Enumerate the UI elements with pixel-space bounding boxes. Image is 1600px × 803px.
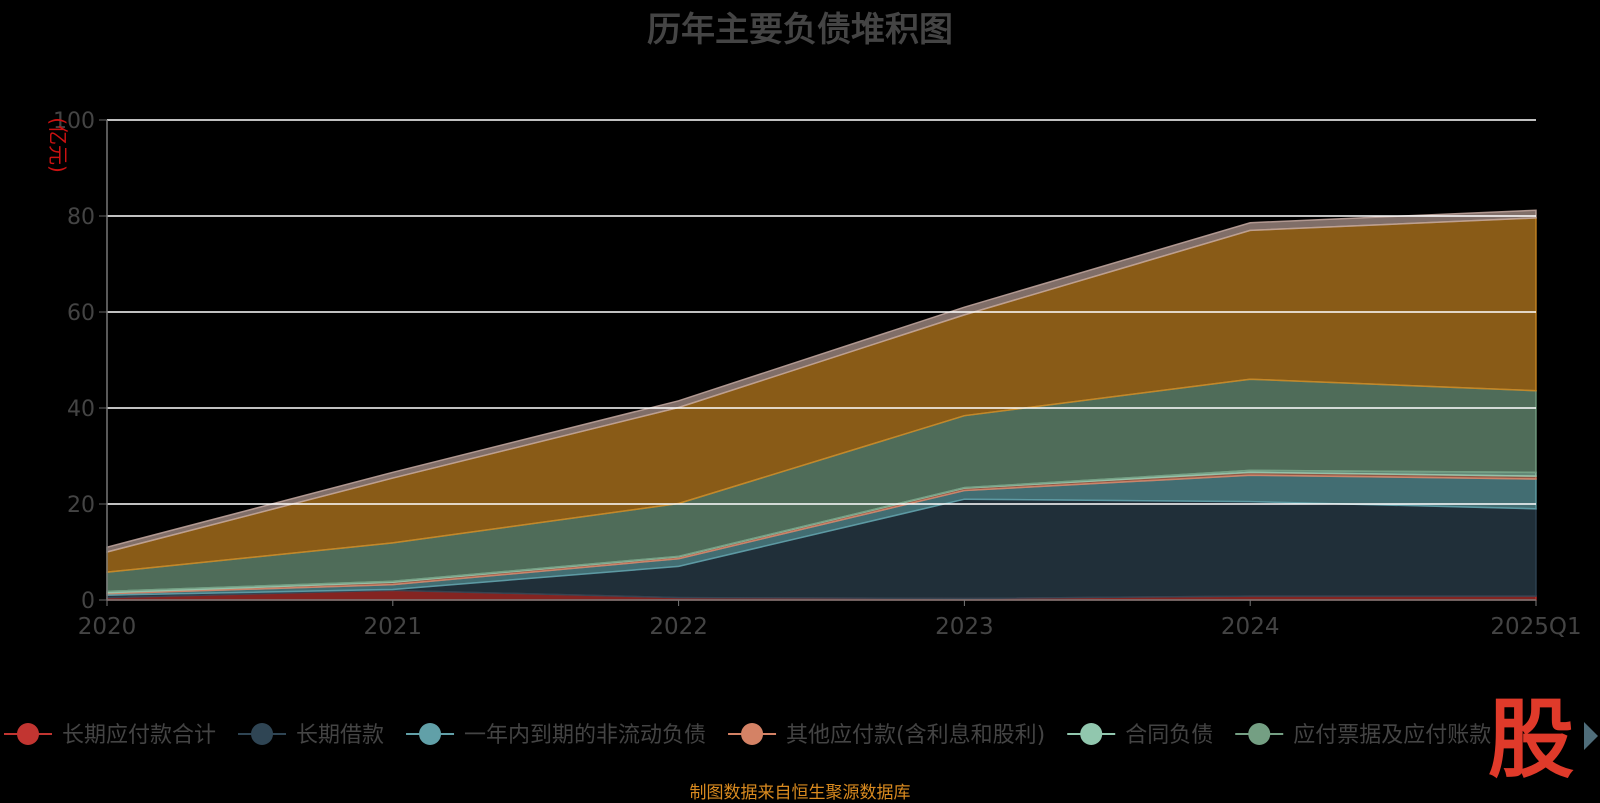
y-tick-label: 40 [67,397,95,422]
logo-glyph: 股 [1488,689,1574,790]
series-area-7 [106,209,1537,553]
legend-label: 合同负债 [1125,723,1213,748]
legend-marker [1248,723,1271,745]
y-tick-label: 80 [67,205,95,230]
y-tick-label: 100 [53,109,95,134]
source-note: 制图数据来自恒生聚源数据库 [689,783,911,803]
legend-label: 长期借款 [296,723,384,748]
x-tick-label: 2021 [364,614,423,640]
legend-label: 应付票据及应付账款 [1293,723,1491,748]
legend-marker [741,723,764,745]
legend-marker [17,723,39,745]
x-tick-label: 2020 [78,614,137,640]
chart-title: 历年主要负债堆积图 [647,10,953,50]
y-tick-label: 20 [67,493,95,518]
x-tick-label: 2025Q1 [1490,614,1581,640]
x-tick-label: 2022 [649,614,708,640]
y-tick-label: 60 [67,301,95,326]
legend-label: 长期应付款合计 [62,723,216,748]
legend-marker [1080,723,1103,745]
y-tick-label: 0 [81,589,95,614]
legend-next-arrow-icon[interactable] [1584,722,1598,750]
x-tick-label: 2024 [1221,614,1280,640]
legend-label: 一年内到期的非流动负债 [464,723,706,748]
x-tick-label: 2023 [935,614,994,640]
legend-marker [419,723,442,745]
legend-marker [251,723,274,745]
y-axis-label: (亿元) [46,117,70,173]
legend-label: 其他应付款(含利息和股利) [786,723,1045,748]
